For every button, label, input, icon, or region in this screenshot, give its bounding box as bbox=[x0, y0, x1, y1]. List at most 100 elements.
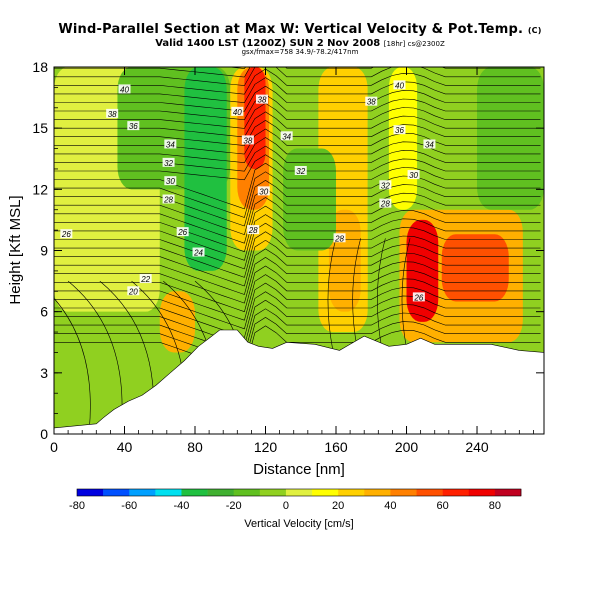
contour-label-bg bbox=[393, 125, 406, 135]
colorbar-segment bbox=[259, 489, 287, 496]
contour-label: 28 bbox=[379, 198, 392, 209]
contour-label: 28 bbox=[247, 225, 260, 235]
colorbar-segment bbox=[468, 489, 496, 496]
contour-label: 38 bbox=[365, 96, 378, 107]
contour-label-bg bbox=[162, 157, 175, 167]
isentrope-line bbox=[54, 282, 541, 330]
isentrope-line bbox=[54, 248, 541, 295]
contour-label-bg bbox=[162, 194, 175, 204]
contour-label-bg bbox=[192, 247, 205, 257]
contour-label: 22 bbox=[139, 274, 152, 284]
contour-label-bg bbox=[241, 135, 254, 145]
isentrope-line bbox=[54, 265, 541, 313]
valid-suffix: [18hr] cs@2300Z bbox=[383, 40, 445, 48]
isentrope-line bbox=[54, 297, 91, 430]
contour-label: 38 bbox=[241, 135, 254, 145]
contour-label-bg bbox=[164, 139, 177, 149]
x-tick-label: 40 bbox=[117, 439, 133, 455]
contour-label: 28 bbox=[333, 233, 346, 243]
colorbar-segment bbox=[155, 489, 182, 496]
contour-label: 34 bbox=[280, 131, 293, 141]
contour-label-text: 30 bbox=[259, 187, 268, 196]
x-tick-label: 0 bbox=[50, 439, 58, 455]
isentrope-line bbox=[54, 214, 541, 261]
contour-label-text: 38 bbox=[108, 110, 117, 119]
x-tick-label: 120 bbox=[254, 439, 278, 455]
contour-label-bg bbox=[164, 176, 177, 186]
colorbar-segment bbox=[181, 489, 208, 496]
isentrope-line bbox=[377, 238, 386, 349]
isentrope-line bbox=[54, 94, 541, 121]
contour-label-bg bbox=[412, 292, 425, 302]
colorbar-segment bbox=[103, 489, 130, 496]
contour-label: 26 bbox=[60, 229, 73, 239]
colorbar-segment bbox=[312, 489, 339, 496]
contour-label: 28 bbox=[162, 194, 175, 205]
contour-label-bg bbox=[333, 233, 346, 243]
isentrope-line bbox=[401, 238, 411, 349]
contour-label-bg bbox=[231, 106, 244, 116]
contour-label-text: 26 bbox=[413, 293, 423, 302]
isentrope-line bbox=[54, 120, 541, 146]
y-tick-label: 9 bbox=[40, 243, 48, 259]
contour-label-bg bbox=[176, 227, 189, 237]
contour-label: 32 bbox=[379, 180, 392, 190]
colorbar-tick-label: 80 bbox=[489, 500, 501, 512]
contour-label-bg bbox=[257, 186, 270, 196]
isentrope-line bbox=[54, 205, 541, 253]
colorbar-tick-label: -20 bbox=[226, 500, 242, 512]
contour-label-bg bbox=[60, 229, 73, 239]
contour-label: 30 bbox=[164, 176, 177, 186]
velocity-cell bbox=[244, 67, 266, 169]
colorbar-segment bbox=[207, 489, 235, 496]
contour-label: 20 bbox=[127, 286, 140, 296]
contour-label-text: 30 bbox=[166, 177, 175, 186]
colorbar-segment bbox=[77, 489, 104, 496]
colorbar-segment bbox=[338, 489, 365, 496]
isentrope-line bbox=[54, 239, 541, 287]
velocity-cell bbox=[283, 148, 337, 251]
velocity-cell bbox=[159, 291, 196, 353]
contour-label-bg bbox=[379, 180, 392, 190]
contour-label: 30 bbox=[407, 170, 420, 180]
isentrope-line bbox=[54, 317, 541, 364]
colorbar-tick-label: 20 bbox=[332, 500, 344, 512]
y-tick-label: 12 bbox=[32, 181, 48, 197]
contour-label-text: 40 bbox=[395, 81, 404, 90]
contour-label-text: 34 bbox=[166, 140, 175, 149]
contour-label-text: 32 bbox=[381, 181, 390, 190]
contour-label-text: 34 bbox=[282, 132, 291, 141]
contour-label: 38 bbox=[106, 108, 119, 119]
contour-label: 30 bbox=[257, 186, 270, 196]
isentrope-line bbox=[54, 77, 541, 104]
isentrope-line bbox=[54, 197, 541, 244]
colorbar-segment bbox=[390, 489, 417, 496]
contour-label-bg bbox=[393, 80, 406, 90]
contour-label-text: 28 bbox=[163, 196, 173, 205]
colorbar-tick-label: -80 bbox=[69, 500, 85, 512]
colorbar-frame bbox=[76, 488, 522, 497]
contour-label: 32 bbox=[162, 157, 175, 168]
contour-label-text: 22 bbox=[140, 275, 150, 284]
y-tick-label: 6 bbox=[40, 304, 48, 320]
x-tick-label: 200 bbox=[395, 439, 419, 455]
colorbar-segment bbox=[494, 489, 522, 496]
contour-label: 36 bbox=[127, 121, 140, 131]
isentrope-line bbox=[54, 291, 541, 338]
isentrope-line bbox=[54, 128, 541, 155]
valid-time: Valid 1400 LST (1200Z) SUN 2 Nov 2008 bbox=[155, 38, 381, 49]
title-text: Wind-Parallel Section at Max W: Vertical… bbox=[58, 22, 524, 37]
contour-label-text: 32 bbox=[296, 167, 305, 176]
isentrope-line bbox=[54, 137, 541, 164]
isentrope-line bbox=[54, 299, 541, 347]
isentrope-line bbox=[54, 188, 541, 235]
contour-label-bg bbox=[365, 96, 378, 106]
x-axis: 0 40 80 120 160 200 240 bbox=[50, 67, 534, 455]
isentrope-line bbox=[54, 68, 541, 95]
isentrope-line bbox=[54, 102, 541, 129]
isentrope-line bbox=[54, 145, 541, 172]
isentrope-line bbox=[54, 308, 541, 355]
contour-label: 40 bbox=[118, 84, 131, 94]
